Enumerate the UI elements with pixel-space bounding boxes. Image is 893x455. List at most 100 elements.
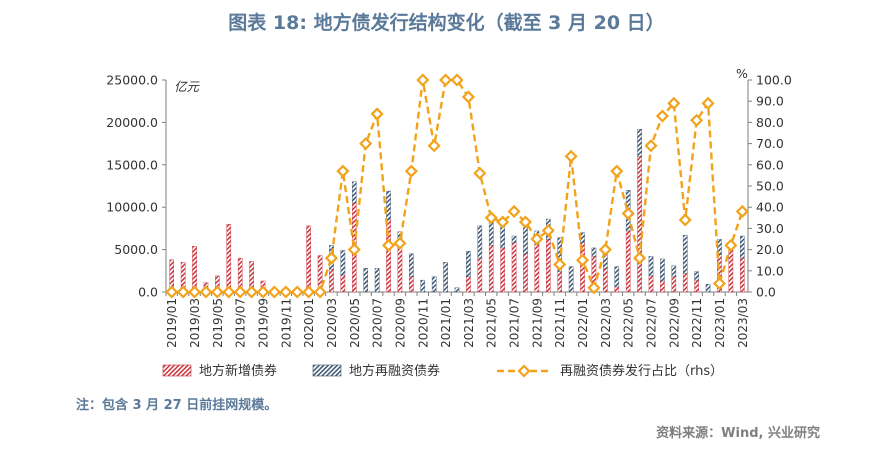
bar-new-bond xyxy=(660,280,665,293)
ratio-point xyxy=(245,285,259,299)
ratio-point xyxy=(735,204,749,218)
right-axis-tick-label: 20.0 xyxy=(756,242,784,257)
bar-refinance-bond xyxy=(363,268,369,293)
bar-refinance-bond xyxy=(374,268,380,293)
right-axis-tick-label: 50.0 xyxy=(756,179,784,194)
legend-label-new-bond: 地方新增债券 xyxy=(199,363,277,379)
bar-new-bond xyxy=(192,246,197,293)
bar-new-bond xyxy=(728,247,734,293)
bar-new-bond xyxy=(340,274,346,293)
bar-refinance-bond xyxy=(340,250,346,276)
bar-new-bond xyxy=(682,273,688,293)
x-axis-tick-label: 2019/01 xyxy=(165,298,179,348)
ratio-point xyxy=(644,139,658,153)
bar-new-bond xyxy=(488,245,494,293)
bar-refinance-bond xyxy=(420,279,426,293)
right-axis-unit: % xyxy=(736,66,748,81)
ratio-point xyxy=(256,285,270,299)
legend-swatch-refinance-bond xyxy=(312,364,342,377)
ratio-point xyxy=(621,207,635,221)
ratio-point xyxy=(404,164,418,178)
bar-new-bond xyxy=(511,242,517,293)
left-axis-tick-label: 25000.0 xyxy=(106,73,158,88)
ratio-point xyxy=(359,137,373,151)
left-axis-tick-label: 15000.0 xyxy=(106,157,158,172)
bar-new-bond xyxy=(625,230,631,293)
left-axis-tick-label: 10000.0 xyxy=(106,200,158,215)
ratio-point xyxy=(187,285,202,299)
bar-new-bond xyxy=(545,239,551,293)
footnote: 注：包含 3 月 27 日前挂网规模。 xyxy=(76,398,278,413)
bar-new-bond xyxy=(397,246,403,293)
x-axis-tick-label: 2019/05 xyxy=(211,298,225,348)
x-axis-tick-label: 2022/07 xyxy=(645,298,659,348)
ratio-point xyxy=(461,90,475,104)
x-axis-tick-label: 2021/11 xyxy=(553,298,567,348)
chart-title: 图表 18: 地方债发行结构变化（截至 3 月 20 日） xyxy=(228,12,665,34)
bar-new-bond xyxy=(226,223,232,293)
bar-refinance-bond xyxy=(637,128,642,157)
legend-swatch-ratio-marker xyxy=(517,364,531,378)
ratio-point xyxy=(575,253,590,267)
left-axis-tick-label: 0.0 xyxy=(138,285,158,300)
bar-new-bond xyxy=(603,268,608,293)
ratio-point xyxy=(655,109,669,123)
ratio-point xyxy=(313,285,327,299)
bar-new-bond xyxy=(614,286,620,293)
x-axis-tick-label: 2022/03 xyxy=(599,298,613,348)
x-axis-tick-label: 2020/07 xyxy=(371,298,385,348)
ratio-point xyxy=(370,107,384,121)
bar-new-bond xyxy=(500,247,505,293)
ratio-point xyxy=(439,73,453,87)
bar-new-bond xyxy=(306,225,311,293)
bar-new-bond xyxy=(671,276,677,293)
legend-swatch-new-bond xyxy=(162,364,192,377)
source-note: 资料来源：Wind, 兴业研究 xyxy=(656,426,820,441)
ratio-point xyxy=(690,113,704,127)
ratio-point xyxy=(678,213,692,227)
ratio-point xyxy=(302,285,316,299)
ratio-point xyxy=(667,96,681,110)
bar-refinance-bond xyxy=(477,225,483,259)
ratio-point xyxy=(233,285,247,299)
x-axis-tick-label: 2023/01 xyxy=(713,298,727,348)
ratio-point xyxy=(701,96,715,110)
refinance-ratio-line xyxy=(171,78,744,294)
bar-refinance-bond xyxy=(431,276,437,293)
ratio-point xyxy=(416,73,430,87)
bar-refinance-bond xyxy=(443,262,448,293)
bar-refinance-bond xyxy=(682,234,688,274)
ratio-point xyxy=(347,243,361,257)
ratio-point xyxy=(393,236,407,250)
right-axis-tick-label: 40.0 xyxy=(756,200,784,215)
ratio-point xyxy=(496,215,510,229)
ratio-point xyxy=(222,285,236,299)
x-axis-tick-label: 2019/03 xyxy=(188,298,202,348)
ratio-point xyxy=(199,285,213,299)
ratio-point xyxy=(279,285,293,299)
bar-new-bond xyxy=(534,244,540,293)
bar-new-bond xyxy=(523,253,528,293)
legend-label-refinance-bond: 地方再融资债券 xyxy=(349,363,440,379)
x-axis-tick-label: 2019/09 xyxy=(257,298,271,348)
bar-refinance-bond xyxy=(660,258,665,282)
bar-new-bond xyxy=(466,276,471,293)
right-axis-tick-label: 10.0 xyxy=(756,263,784,278)
ratio-point xyxy=(210,285,224,299)
ratio-point xyxy=(381,238,396,252)
bar-new-bond xyxy=(637,156,642,293)
right-axis-tick-label: 90.0 xyxy=(756,94,784,109)
bar-new-bond xyxy=(477,257,483,293)
ratio-point xyxy=(518,215,533,229)
ratio-point xyxy=(541,223,555,238)
x-axis-tick-label: 2021/09 xyxy=(530,298,544,348)
ratio-point xyxy=(530,232,544,246)
right-axis-tick-label: 60.0 xyxy=(756,157,784,172)
bar-new-bond xyxy=(329,268,334,293)
bar-refinance-bond xyxy=(466,251,471,277)
bar-refinance-bond xyxy=(351,181,357,204)
x-axis-tick-label: 2020/05 xyxy=(348,298,362,348)
x-axis-tick-label: 2022/05 xyxy=(622,298,636,348)
left-axis-tick-label: 20000.0 xyxy=(106,115,158,130)
